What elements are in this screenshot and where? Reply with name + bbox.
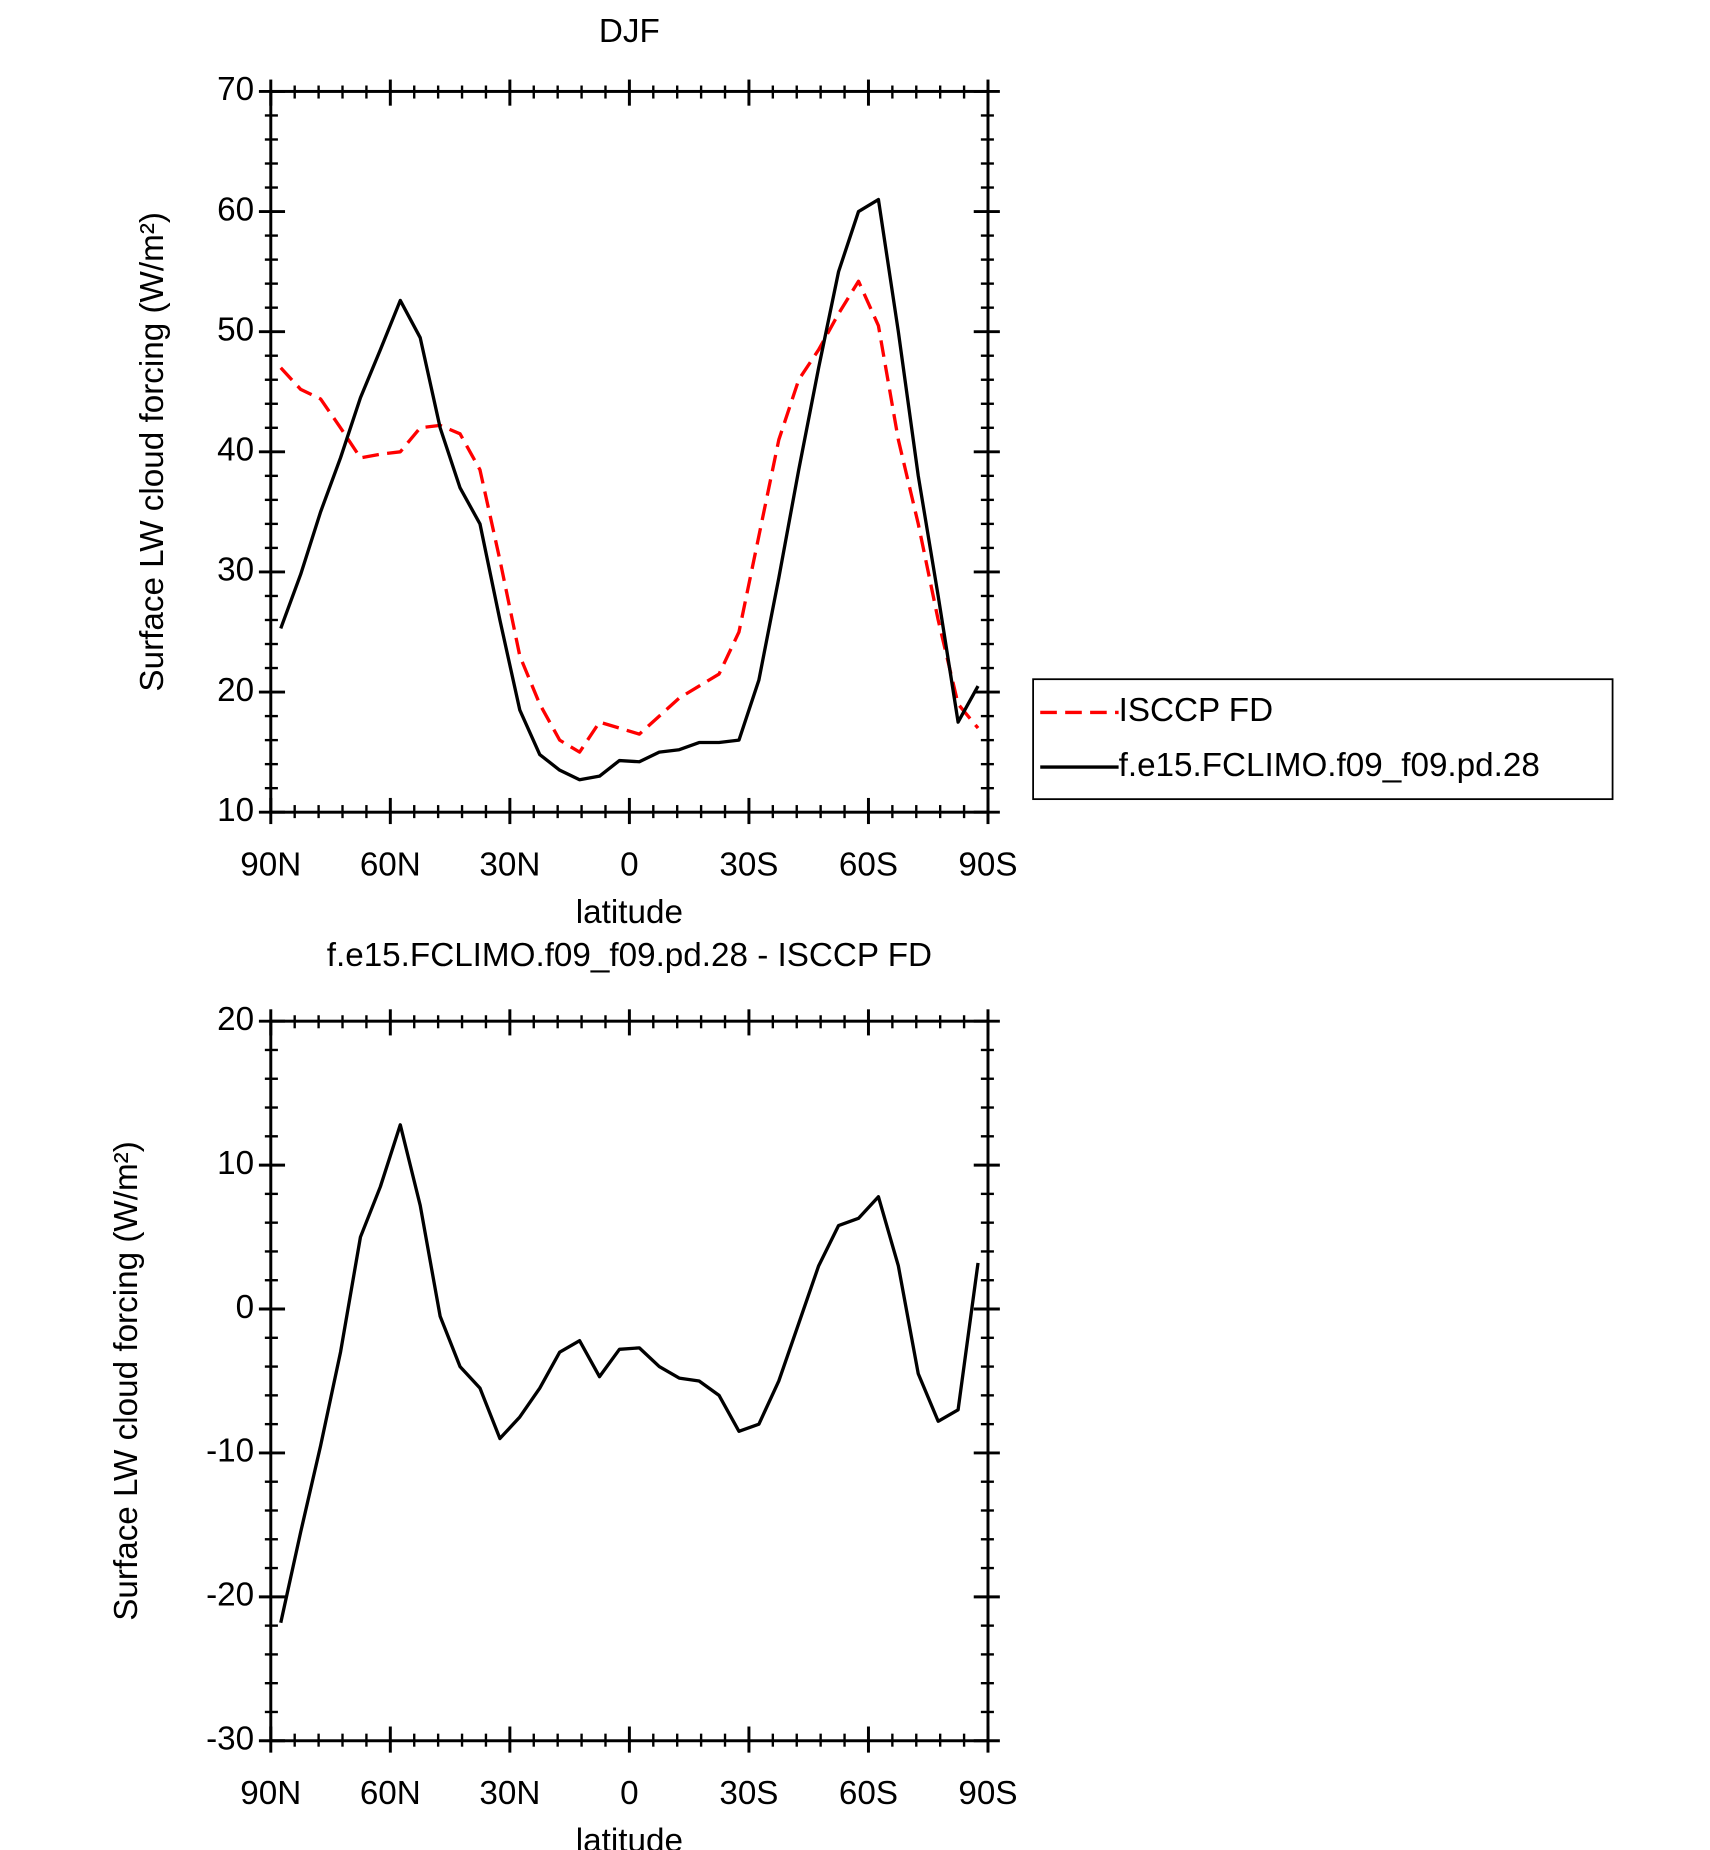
x-axis-label: latitude [576,1823,683,1850]
y-tick-label: 40 [217,432,254,469]
y-tick-label: -20 [206,1577,254,1614]
chart-title: DJF [599,13,660,50]
y-tick-label: 10 [217,1145,254,1182]
y-tick-label: 10 [217,792,254,829]
y-tick-label: 0 [236,1289,254,1326]
x-tick-label: 30S [719,847,778,884]
y-tick-label: 20 [217,672,254,709]
x-tick-label: 0 [620,847,638,884]
x-axis-label: latitude [576,894,683,931]
x-tick-label: 60N [360,847,421,884]
x-tick-label: 90N [240,1775,301,1812]
legend-label: f.e15.FCLIMO.f09_f09.pd.28 [1119,747,1540,784]
data-line [279,279,980,754]
x-tick-label: 90S [958,847,1017,884]
x-tick-label: 90S [958,1775,1017,1812]
y-tick-label: 30 [217,552,254,589]
x-tick-label: 30N [479,1775,540,1812]
chart-title: f.e15.FCLIMO.f09_f09.pd.28 - ISCCP FD [327,937,932,974]
plot-frame [269,1019,990,1743]
y-tick-label: 60 [217,191,254,228]
x-tick-label: 90N [240,847,301,884]
x-tick-label: 30N [479,847,540,884]
y-tick-label: -30 [206,1721,254,1758]
y-axis-label: Surface LW cloud forcing (W/m²) [134,212,171,692]
y-tick-label: 20 [217,1001,254,1038]
x-tick-label: 0 [620,1775,638,1812]
y-tick-label: 70 [217,71,254,108]
x-tick-label: 60S [839,847,898,884]
legend-label: ISCCP FD [1119,692,1274,729]
plot-frame [269,89,990,814]
x-tick-label: 60S [839,1775,898,1812]
data-line [279,1123,980,1624]
y-tick-label: -10 [206,1433,254,1470]
legend-box [1032,678,1614,801]
data-line [279,197,980,782]
x-tick-label: 60N [360,1775,421,1812]
y-axis-label: Surface LW cloud forcing (W/m²) [108,1141,145,1621]
x-tick-label: 30S [719,1775,778,1812]
y-tick-label: 50 [217,311,254,348]
